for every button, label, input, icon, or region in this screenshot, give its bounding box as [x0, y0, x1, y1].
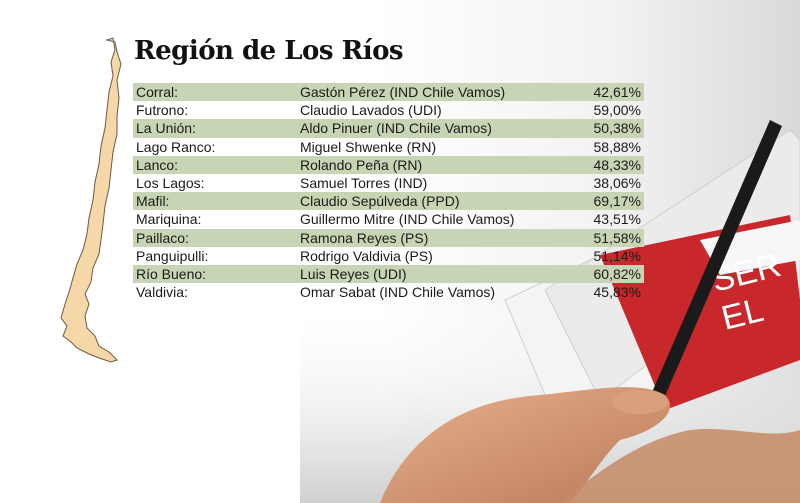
- table-row: Paillaco: Ramona Reyes (PS) 51,58%: [133, 228, 644, 247]
- commune-cell: Mafil:: [133, 192, 297, 211]
- candidate-cell: Claudio Lavados (UDI): [300, 102, 442, 119]
- commune-cell: Los Lagos:: [136, 175, 205, 192]
- table-row: Valdivia: Omar Sabat (IND Chile Vamos) 45,…: [133, 283, 644, 301]
- commune-cell: Río Bueno:: [133, 264, 297, 284]
- percent-cell: 38,06%: [593, 175, 641, 192]
- commune-cell: Paillaco:: [133, 228, 297, 247]
- candidate-cell: Rodrigo Valdivia (PS): [300, 247, 433, 264]
- candidate-cell: Gastón Pérez (IND Chile Vamos): [297, 83, 573, 102]
- commune-cell: Lago Ranco:: [136, 138, 216, 155]
- percent-cell: 60,82%: [573, 264, 644, 284]
- table-row: Panguipulli: Rodrigo Valdivia (PS) 51,14%: [133, 247, 644, 265]
- percent-cell: 59,00%: [593, 102, 641, 119]
- commune-cell: Panguipulli:: [136, 247, 209, 264]
- chile-map-icon: [60, 37, 122, 363]
- table-row: Los Lagos: Samuel Torres (IND) 38,06%: [133, 174, 644, 192]
- commune-cell: Corral:: [133, 83, 297, 102]
- commune-cell: Valdivia:: [136, 284, 188, 301]
- commune-cell: Lanco:: [133, 155, 297, 174]
- candidate-cell: Rolando Peña (RN): [297, 155, 573, 174]
- percent-cell: 51,58%: [573, 228, 644, 247]
- commune-cell: La Unión:: [133, 119, 297, 138]
- percent-cell: 51,14%: [593, 247, 641, 264]
- table-row: Lanco: Rolando Peña (RN) 48,33%: [133, 155, 644, 174]
- percent-cell: 58,88%: [593, 138, 641, 155]
- candidate-cell: Omar Sabat (IND Chile Vamos): [300, 284, 496, 301]
- table-row: Corral: Gastón Pérez (IND Chile Vamos) 42,…: [133, 83, 644, 102]
- candidate-cell: Samuel Torres (IND): [300, 175, 428, 192]
- percent-cell: 69,17%: [573, 192, 644, 211]
- table-row: Futrono: Claudio Lavados (UDI) 59,00%: [133, 101, 644, 119]
- percent-cell: 48,33%: [573, 155, 644, 174]
- candidate-cell: Ramona Reyes (PS): [297, 228, 573, 247]
- table-row: Lago Ranco: Miguel Shwenke (RN) 58,88%: [133, 138, 644, 156]
- percent-cell: 42,61%: [573, 83, 644, 102]
- commune-cell: Mariquina:: [136, 211, 202, 228]
- candidate-cell: Guillermo Mitre (IND Chile Vamos): [300, 211, 515, 228]
- percent-cell: 45,83%: [593, 284, 641, 301]
- candidate-cell: Claudio Sepúlveda (PPD): [297, 192, 573, 211]
- table-row: Mafil: Claudio Sepúlveda (PPD) 69,17%: [133, 192, 644, 211]
- table-row: Mariquina: Guillermo Mitre (IND Chile Vam…: [133, 210, 644, 228]
- candidate-cell: Aldo Pinuer (IND Chile Vamos): [297, 119, 573, 138]
- commune-cell: Futrono:: [136, 102, 189, 119]
- percent-cell: 50,38%: [573, 119, 644, 138]
- candidate-cell: Miguel Shwenke (RN): [300, 138, 437, 155]
- page-title: Región de Los Ríos: [134, 36, 404, 66]
- percent-cell: 43,51%: [593, 211, 641, 228]
- results-table: Corral: Gastón Pérez (IND Chile Vamos) 42,…: [133, 83, 644, 301]
- candidate-cell: Luis Reyes (UDI): [297, 264, 573, 284]
- hand: [380, 387, 670, 503]
- table-row: Río Bueno: Luis Reyes (UDI) 60,82%: [133, 264, 644, 284]
- table-row: La Unión: Aldo Pinuer (IND Chile Vamos) 50…: [133, 119, 644, 138]
